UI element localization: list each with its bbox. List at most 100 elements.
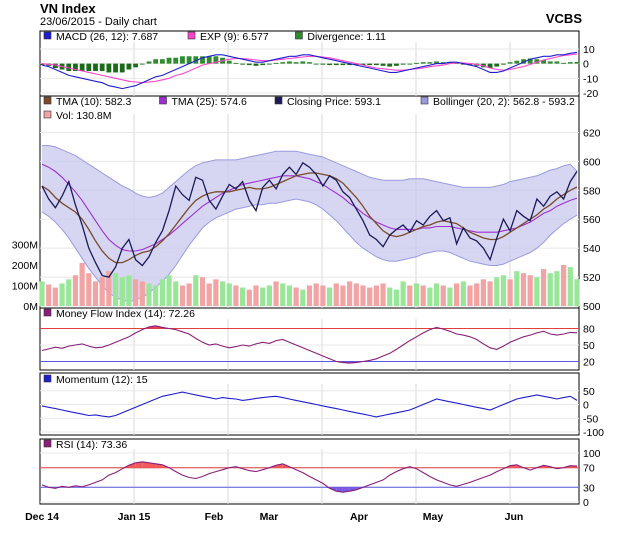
volume-bar xyxy=(306,285,313,306)
divergence-bar xyxy=(487,63,493,69)
volume-bar xyxy=(186,283,192,306)
volume-bar xyxy=(266,285,272,306)
divergence-bar xyxy=(206,56,212,64)
divergence-bar xyxy=(347,63,353,66)
volume-bar xyxy=(286,285,293,306)
volume-bar xyxy=(280,283,286,306)
volume-bar xyxy=(547,273,553,306)
legend-label: RSI (14): 73.36 xyxy=(56,439,127,451)
volume-bar xyxy=(126,275,132,306)
legend-label: Momentum (12): 15 xyxy=(56,374,148,386)
volume-bar xyxy=(561,265,567,306)
volume-bar xyxy=(139,281,145,306)
volume-bar xyxy=(454,283,460,306)
rsi-line xyxy=(41,461,578,493)
y-tick-label: 500 xyxy=(583,301,601,313)
volume-bar xyxy=(574,279,580,306)
oversold-fill xyxy=(349,487,357,492)
y-tick-label: 50 xyxy=(583,340,595,352)
legend-label: TMA (25): 574.6 xyxy=(172,96,247,108)
volume-bar xyxy=(226,283,232,306)
divergence-bar xyxy=(73,63,78,71)
legend-swatch xyxy=(420,96,429,105)
volume-bar xyxy=(260,287,266,306)
divergence-bar xyxy=(86,63,92,71)
volume-bar xyxy=(534,277,540,306)
tma25-line xyxy=(41,163,578,252)
overbought-fill xyxy=(128,462,136,468)
bollinger-band xyxy=(42,145,577,302)
volume-bar xyxy=(179,285,186,306)
y-tick-label: 20 xyxy=(583,357,595,369)
chart-subtitle: 23/06/2015 - Daily chart xyxy=(40,16,157,28)
panel-frame-mfi xyxy=(39,307,580,371)
panel-frame-rsi xyxy=(39,438,580,505)
volume-bar xyxy=(480,279,486,306)
volume-tick-label: 0M xyxy=(23,301,38,313)
divergence-bar xyxy=(119,63,125,73)
divergence-bar xyxy=(99,63,105,71)
divergence-bar xyxy=(280,62,286,64)
divergence-bar xyxy=(333,63,339,66)
volume-bar xyxy=(39,281,45,306)
volume-bar xyxy=(514,271,520,306)
divergence-bar xyxy=(126,63,132,70)
legend-label: Money Flow Index (14): 72.26 xyxy=(56,308,195,320)
volume-bar xyxy=(487,281,493,306)
volume-bar xyxy=(440,285,446,306)
volume-bar xyxy=(213,279,219,306)
divergence-bar xyxy=(153,59,159,64)
exp-line xyxy=(41,53,578,84)
volume-tick-label: 300M xyxy=(12,240,38,252)
divergence-bar xyxy=(133,63,139,68)
divergence-bar xyxy=(266,63,272,65)
divergence-bar xyxy=(367,63,373,66)
divergence-bar xyxy=(193,56,199,64)
volume-bar xyxy=(112,273,119,306)
volume-bar xyxy=(79,262,85,306)
volume-bar xyxy=(400,281,406,306)
legend-swatch xyxy=(43,308,52,317)
divergence-bar xyxy=(514,60,520,64)
volume-bar xyxy=(173,281,179,306)
y-tick-label: 80 xyxy=(583,324,595,336)
divergence-bar xyxy=(106,63,112,73)
divergence-bar xyxy=(387,63,393,67)
divergence-bar xyxy=(467,63,473,66)
divergence-bar xyxy=(307,62,312,64)
volume-bar xyxy=(474,283,480,306)
legend-label: Vol: 130.8M xyxy=(56,110,111,122)
volume-bar xyxy=(500,275,507,306)
divergence-bar xyxy=(561,62,567,64)
y-tick-label: 540 xyxy=(583,243,601,255)
divergence-bar xyxy=(287,61,292,64)
divergence-bar xyxy=(260,63,266,66)
volume-bar xyxy=(133,279,139,306)
volume-bar xyxy=(300,289,306,306)
volume-tick-label: 200M xyxy=(12,260,38,272)
volume-bar xyxy=(233,285,239,306)
y-tick-label: 0 xyxy=(583,400,589,412)
brand-label: VCBS xyxy=(545,11,582,26)
legend-swatch xyxy=(43,439,52,448)
x-tick-label: Feb xyxy=(205,511,224,523)
divergence-bar xyxy=(186,56,192,64)
volume-bar xyxy=(313,283,319,306)
volume-tick-label: 100M xyxy=(12,281,38,293)
tma10-line xyxy=(41,172,578,264)
volume-bar xyxy=(52,287,58,306)
legend-swatch xyxy=(43,374,52,383)
y-tick-label: -20 xyxy=(583,88,598,100)
volume-bar xyxy=(246,289,252,306)
divergence-bar xyxy=(159,59,165,64)
volume-bar xyxy=(106,271,112,306)
divergence-bar xyxy=(180,56,185,64)
volume-bar xyxy=(273,281,279,306)
volume-bar xyxy=(240,287,246,306)
volume-bar xyxy=(554,271,560,306)
y-tick-label: 70 xyxy=(583,463,595,475)
divergence-bar xyxy=(427,62,433,64)
volume-bar xyxy=(72,275,79,306)
divergence-bar xyxy=(146,61,152,64)
divergence-bar xyxy=(166,57,172,64)
